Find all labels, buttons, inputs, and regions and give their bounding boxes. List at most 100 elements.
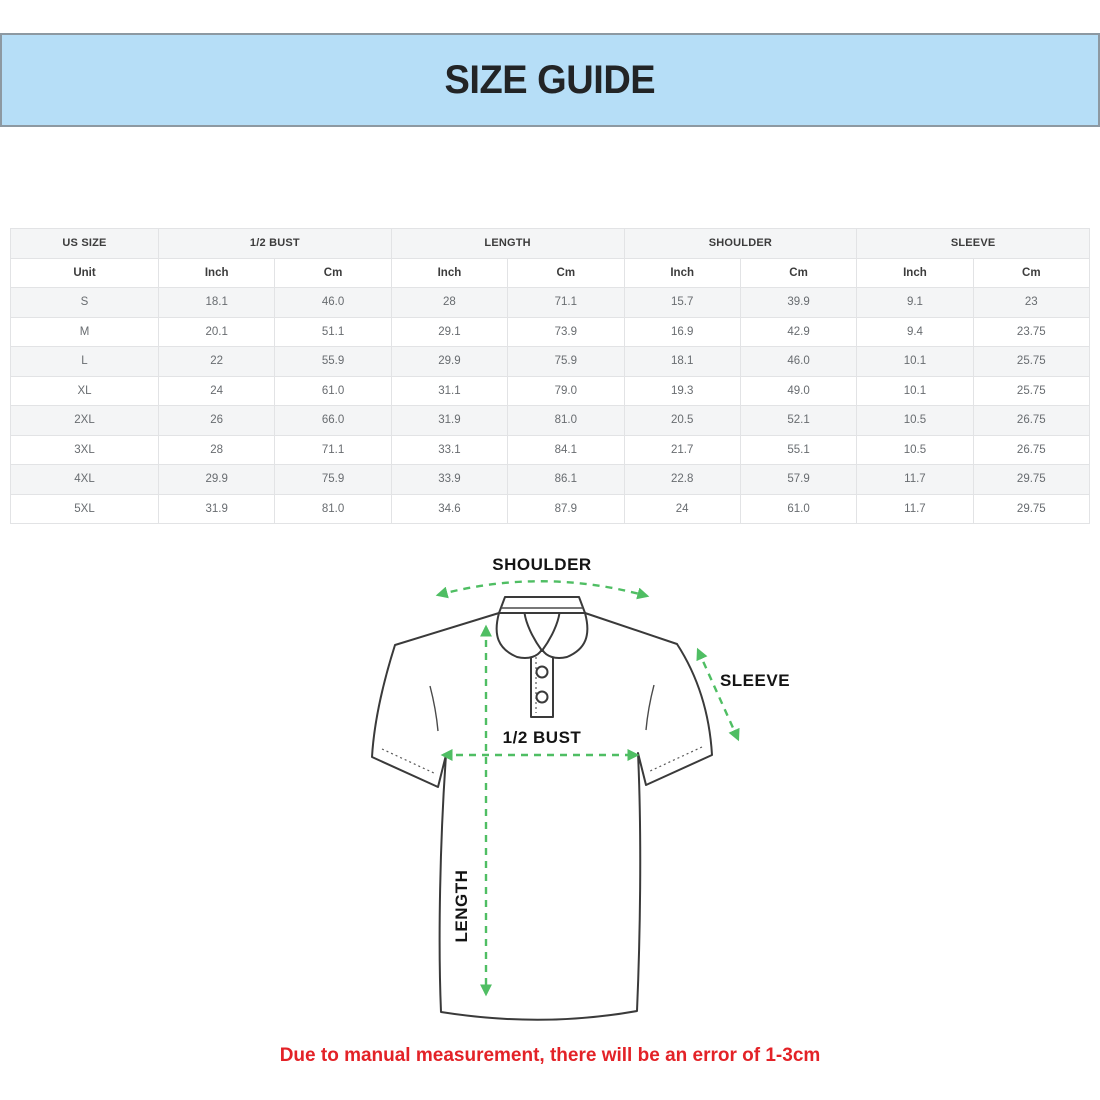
collar-left-flap xyxy=(495,612,543,660)
column-header-length: LENGTH xyxy=(390,228,625,259)
shoulder-label: SHOULDER xyxy=(492,555,591,574)
measurement-cell: 20.1 xyxy=(157,316,276,347)
unit-header-cm: Cm xyxy=(739,257,858,288)
measurement-cell: 55.9 xyxy=(274,346,392,377)
measurement-cell: 10.1 xyxy=(856,346,974,377)
measurement-cell: 31.9 xyxy=(157,493,276,524)
measurement-cell: 71.1 xyxy=(507,287,625,318)
measurement-cell: 29.9 xyxy=(390,346,509,377)
polo-shirt-diagram: SHOULDER SLEEVE 1/2 BUST LENGTH xyxy=(371,555,790,1021)
column-header-sleeve: SLEEVE xyxy=(856,228,1090,259)
table-unit-header-row: Unit Inch Cm Inch Cm Inch Cm Inch Cm xyxy=(10,257,1091,288)
measurement-cell: 9.4 xyxy=(856,316,974,347)
measurement-diagram: SHOULDER SLEEVE 1/2 BUST LENGTH xyxy=(0,551,1100,1031)
table-row: 3XL 28 71.1 33.1 84.1 21.7 55.1 10.5 26.75 xyxy=(10,434,1091,465)
measurement-cell: 26.75 xyxy=(972,405,1091,436)
button xyxy=(535,690,549,704)
length-label: LENGTH xyxy=(452,870,471,943)
column-header-half-bust: 1/2 BUST xyxy=(158,228,392,259)
measurement-cell: 84.1 xyxy=(507,434,625,465)
measurement-cell: 33.1 xyxy=(390,434,509,465)
measurement-cell: 26.75 xyxy=(972,434,1091,465)
bust-label: 1/2 BUST xyxy=(503,728,582,747)
measurement-cell: 16.9 xyxy=(623,316,741,347)
size-cell: M xyxy=(10,316,159,347)
size-cell: L xyxy=(10,346,159,377)
measurement-cell: 75.9 xyxy=(274,464,392,495)
measurement-cell: 10.1 xyxy=(856,375,974,406)
left-armhole-seam xyxy=(429,685,439,732)
measurement-cell: 71.1 xyxy=(274,434,392,465)
measurement-disclaimer: Due to manual measurement, there will be… xyxy=(279,1045,821,1066)
size-cell: 2XL xyxy=(10,405,159,436)
unit-header-inch: Inch xyxy=(157,257,276,288)
size-cell: XL xyxy=(10,375,159,406)
measurement-cell: 21.7 xyxy=(623,434,741,465)
sleeve-label: SLEEVE xyxy=(720,671,790,690)
measurement-cell: 31.9 xyxy=(390,405,509,436)
measurement-cell: 42.9 xyxy=(739,316,858,347)
measurement-cell: 55.1 xyxy=(739,434,858,465)
measurement-cell: 61.0 xyxy=(739,493,858,524)
table-row: M 20.1 51.1 29.1 73.9 16.9 42.9 9.4 23.75 xyxy=(10,316,1091,347)
size-cell: 4XL xyxy=(10,464,159,495)
measurement-cell: 10.5 xyxy=(856,434,974,465)
measurement-cell: 23.75 xyxy=(972,316,1091,347)
measurement-cell: 11.7 xyxy=(856,464,974,495)
right-armhole-seam xyxy=(645,684,655,731)
measurement-cell: 52.1 xyxy=(739,405,858,436)
measurement-cell: 15.7 xyxy=(623,287,741,318)
measurement-cell: 81.0 xyxy=(274,493,392,524)
measurement-cell: 20.5 xyxy=(623,405,741,436)
page-title: SIZE GUIDE xyxy=(444,57,656,102)
table-row: L 22 55.9 29.9 75.9 18.1 46.0 10.1 25.75 xyxy=(10,346,1091,377)
measurement-cell: 28 xyxy=(157,434,276,465)
size-cell: S xyxy=(10,287,159,318)
measurement-cell: 34.6 xyxy=(390,493,509,524)
measurement-cell: 9.1 xyxy=(856,287,974,318)
measurement-cell: 23 xyxy=(972,287,1091,318)
measurement-cell: 49.0 xyxy=(739,375,858,406)
measurement-cell: 79.0 xyxy=(507,375,625,406)
size-table-body: S 18.1 46.0 28 71.1 15.7 39.9 9.1 23 M 20.1 51.1 29.… xyxy=(10,287,1091,524)
measurement-cell: 28 xyxy=(390,287,509,318)
size-table-container: US SIZE 1/2 BUST LENGTH SHOULDER SLEEVE … xyxy=(10,228,1091,524)
table-row: 5XL 31.9 81.0 34.6 87.9 24 61.0 11.7 29.75 xyxy=(10,493,1091,524)
measurement-cell: 29.75 xyxy=(972,493,1091,524)
measurement-cell: 31.1 xyxy=(390,375,509,406)
measurement-cell: 81.0 xyxy=(507,405,625,436)
measurement-cell: 61.0 xyxy=(274,375,392,406)
unit-header-inch: Inch xyxy=(390,257,509,288)
placket xyxy=(530,650,554,718)
unit-header-cm: Cm xyxy=(972,257,1091,288)
size-guide-banner: SIZE GUIDE xyxy=(0,33,1100,127)
measurement-cell: 87.9 xyxy=(507,493,625,524)
size-table: US SIZE 1/2 BUST LENGTH SHOULDER SLEEVE … xyxy=(10,228,1091,524)
measurement-cell: 39.9 xyxy=(739,287,858,318)
measurement-cell: 25.75 xyxy=(972,346,1091,377)
collar-right-flap xyxy=(541,612,589,660)
measurement-cell: 26 xyxy=(157,405,276,436)
measurement-cell: 22.8 xyxy=(623,464,741,495)
unit-header: Unit xyxy=(10,257,159,288)
table-group-header-row: US SIZE 1/2 BUST LENGTH SHOULDER SLEEVE xyxy=(10,228,1090,259)
measurement-cell: 29.9 xyxy=(157,464,276,495)
measurement-cell: 24 xyxy=(623,493,741,524)
measurement-cell: 46.0 xyxy=(739,346,858,377)
measurement-cell: 24 xyxy=(157,375,276,406)
measurement-cell: 18.1 xyxy=(157,287,276,318)
column-header-shoulder: SHOULDER xyxy=(623,228,858,259)
measurement-cell: 46.0 xyxy=(274,287,392,318)
measurement-cell: 18.1 xyxy=(623,346,741,377)
size-cell: 5XL xyxy=(10,493,159,524)
measurement-cell: 75.9 xyxy=(507,346,625,377)
measurement-cell: 86.1 xyxy=(507,464,625,495)
measurement-cell: 11.7 xyxy=(856,493,974,524)
measurement-cell: 25.75 xyxy=(972,375,1091,406)
measurement-cell: 29.1 xyxy=(390,316,509,347)
measurement-cell: 73.9 xyxy=(507,316,625,347)
size-cell: 3XL xyxy=(10,434,159,465)
column-header-us-size: US SIZE xyxy=(10,228,159,259)
button xyxy=(535,665,549,679)
measurement-cell: 57.9 xyxy=(739,464,858,495)
